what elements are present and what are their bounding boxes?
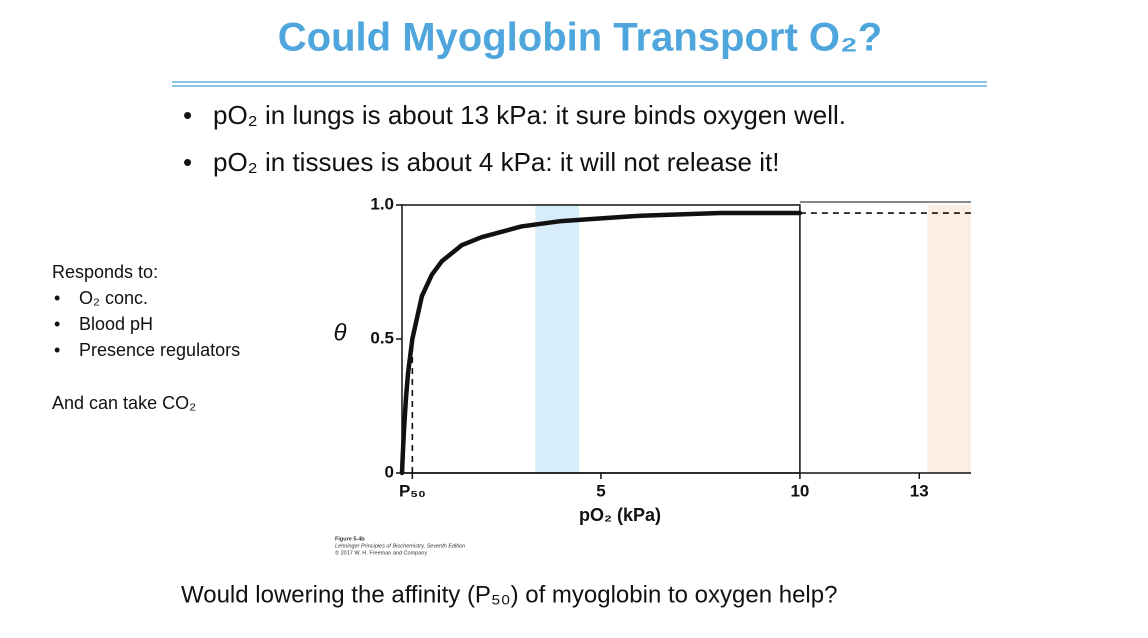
side-item: O₂ conc. bbox=[79, 288, 148, 308]
side-dot: • bbox=[54, 314, 60, 334]
x-tick-label: 5 bbox=[596, 481, 605, 500]
caption: Lehninger Principles of Biochemistry, Se… bbox=[335, 543, 465, 549]
y-tick-label: 1.0 bbox=[370, 194, 394, 213]
side-item: Blood pH bbox=[79, 314, 153, 334]
band bbox=[535, 205, 580, 473]
x-axis-label: pO₂ (kPa) bbox=[579, 505, 661, 525]
x-tick-label: 10 bbox=[790, 481, 809, 500]
band bbox=[927, 205, 971, 473]
bullet-dot: • bbox=[183, 147, 192, 177]
bullet: pO₂ in lungs is about 13 kPa: it sure bi… bbox=[213, 100, 846, 130]
side-dot: • bbox=[54, 340, 60, 360]
bullet: pO₂ in tissues is about 4 kPa: it will n… bbox=[213, 147, 779, 177]
series-line bbox=[399, 210, 803, 476]
slide-title: Could Myoglobin Transport O₂? bbox=[278, 16, 882, 60]
side-dot: • bbox=[54, 288, 60, 308]
x-tick-label: 13 bbox=[910, 481, 929, 500]
x-tick-label: P₅₀ bbox=[399, 481, 426, 500]
caption: Figure 5-4b bbox=[335, 536, 365, 542]
y-tick-label: 0.5 bbox=[370, 328, 394, 347]
side-heading: Responds to: bbox=[52, 262, 158, 282]
caption: © 2017 W. H. Freeman and Company bbox=[335, 549, 427, 556]
y-axis-label: θ bbox=[333, 319, 346, 346]
bullet-dot: • bbox=[183, 100, 192, 130]
y-tick-label: 0 bbox=[385, 462, 394, 481]
side-footer: And can take CO₂ bbox=[52, 393, 196, 413]
question: Would lowering the affinity (P₅₀) of myo… bbox=[181, 581, 837, 608]
side-item: Presence regulators bbox=[79, 340, 240, 360]
